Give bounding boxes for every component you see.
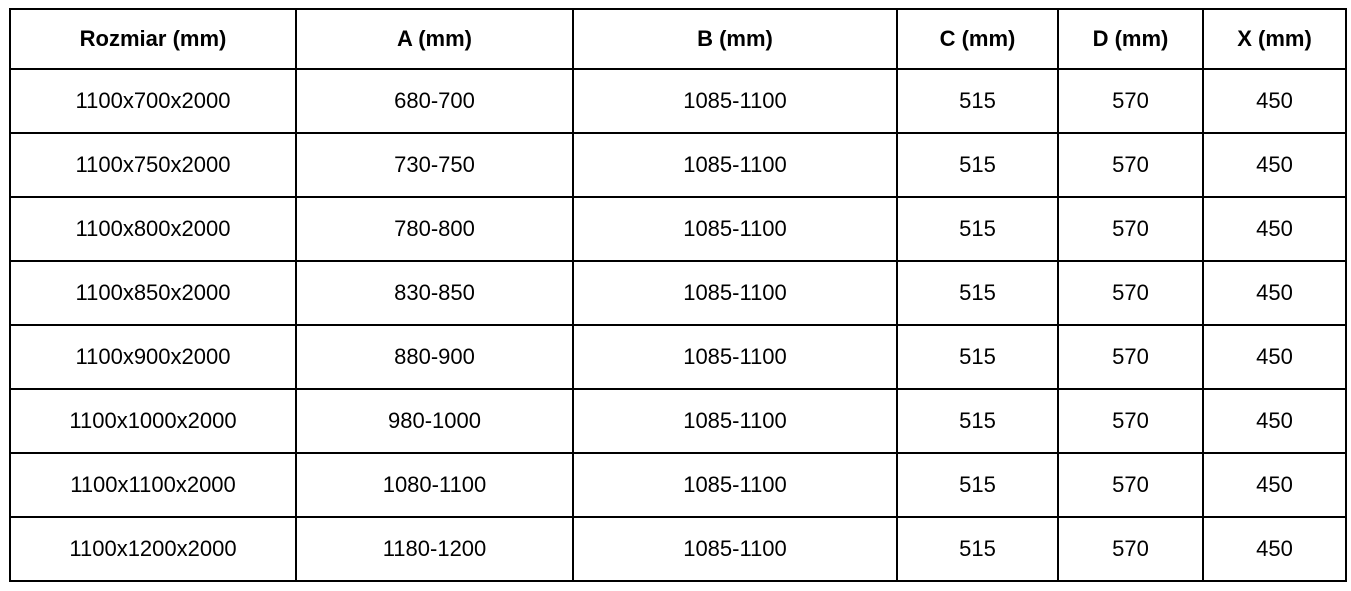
table-cell: 730-750 [295, 132, 574, 198]
table-cell: 1100x750x2000 [9, 132, 297, 198]
table-cell: 570 [1057, 516, 1204, 582]
table-cell: 570 [1057, 196, 1204, 262]
table-cell: 1085-1100 [572, 132, 898, 198]
column-header: C (mm) [896, 8, 1059, 70]
table-cell: 515 [896, 260, 1059, 326]
table-cell: 515 [896, 388, 1059, 454]
table-row: 1100x1000x2000 980-1000 1085-1100 515 570 450 [9, 388, 1347, 454]
column-header: B (mm) [572, 8, 898, 70]
table-cell: 1100x700x2000 [9, 68, 297, 134]
table-cell: 570 [1057, 388, 1204, 454]
table-row: 1100x750x2000 730-750 1085-1100 515 570 450 [9, 132, 1347, 198]
header-row: Rozmiar (mm) A (mm) B (mm) C (mm) D (mm) X (m… [9, 8, 1347, 70]
table-cell: 515 [896, 452, 1059, 518]
table-cell: 680-700 [295, 68, 574, 134]
table-cell: 830-850 [295, 260, 574, 326]
table-cell: 570 [1057, 260, 1204, 326]
table-cell: 450 [1202, 68, 1347, 134]
table-cell: 1085-1100 [572, 516, 898, 582]
table-cell: 1100x800x2000 [9, 196, 297, 262]
column-header: D (mm) [1057, 8, 1204, 70]
column-header: Rozmiar (mm) [9, 8, 297, 70]
table-body: 1100x700x2000 680-700 1085-1100 515 570 450 11… [9, 68, 1347, 582]
table-cell: 880-900 [295, 324, 574, 390]
table-cell: 1085-1100 [572, 452, 898, 518]
table-cell: 1100x1100x2000 [9, 452, 297, 518]
table-cell: 515 [896, 516, 1059, 582]
table-row: 1100x850x2000 830-850 1085-1100 515 570 450 [9, 260, 1347, 326]
table-cell: 1100x1000x2000 [9, 388, 297, 454]
table-cell: 450 [1202, 132, 1347, 198]
table-cell: 570 [1057, 68, 1204, 134]
table-cell: 1085-1100 [572, 196, 898, 262]
table-cell: 450 [1202, 196, 1347, 262]
table-cell: 515 [896, 196, 1059, 262]
table-cell: 1180-1200 [295, 516, 574, 582]
table-row: 1100x800x2000 780-800 1085-1100 515 570 450 [9, 196, 1347, 262]
table-cell: 1100x900x2000 [9, 324, 297, 390]
table-cell: 450 [1202, 324, 1347, 390]
dimensions-table: Rozmiar (mm) A (mm) B (mm) C (mm) D (mm) X (m… [9, 8, 1347, 582]
table-cell: 1080-1100 [295, 452, 574, 518]
table-row: 1100x900x2000 880-900 1085-1100 515 570 450 [9, 324, 1347, 390]
column-header: X (mm) [1202, 8, 1347, 70]
table-cell: 570 [1057, 452, 1204, 518]
table-cell: 780-800 [295, 196, 574, 262]
table-cell: 980-1000 [295, 388, 574, 454]
table-row: 1100x700x2000 680-700 1085-1100 515 570 450 [9, 68, 1347, 134]
table-cell: 570 [1057, 132, 1204, 198]
table-cell: 1085-1100 [572, 260, 898, 326]
table-cell: 1085-1100 [572, 324, 898, 390]
table-cell: 450 [1202, 260, 1347, 326]
table-cell: 515 [896, 324, 1059, 390]
table-cell: 515 [896, 132, 1059, 198]
table-cell: 1100x850x2000 [9, 260, 297, 326]
column-header: A (mm) [295, 8, 574, 70]
table-cell: 450 [1202, 452, 1347, 518]
table-row: 1100x1100x2000 1080-1100 1085-1100 515 570 45… [9, 452, 1347, 518]
table-cell: 515 [896, 68, 1059, 134]
table-row: 1100x1200x2000 1180-1200 1085-1100 515 570 45… [9, 516, 1347, 582]
table-cell: 1085-1100 [572, 68, 898, 134]
table-cell: 450 [1202, 388, 1347, 454]
table-cell: 450 [1202, 516, 1347, 582]
table-cell: 570 [1057, 324, 1204, 390]
table-cell: 1085-1100 [572, 388, 898, 454]
table-cell: 1100x1200x2000 [9, 516, 297, 582]
